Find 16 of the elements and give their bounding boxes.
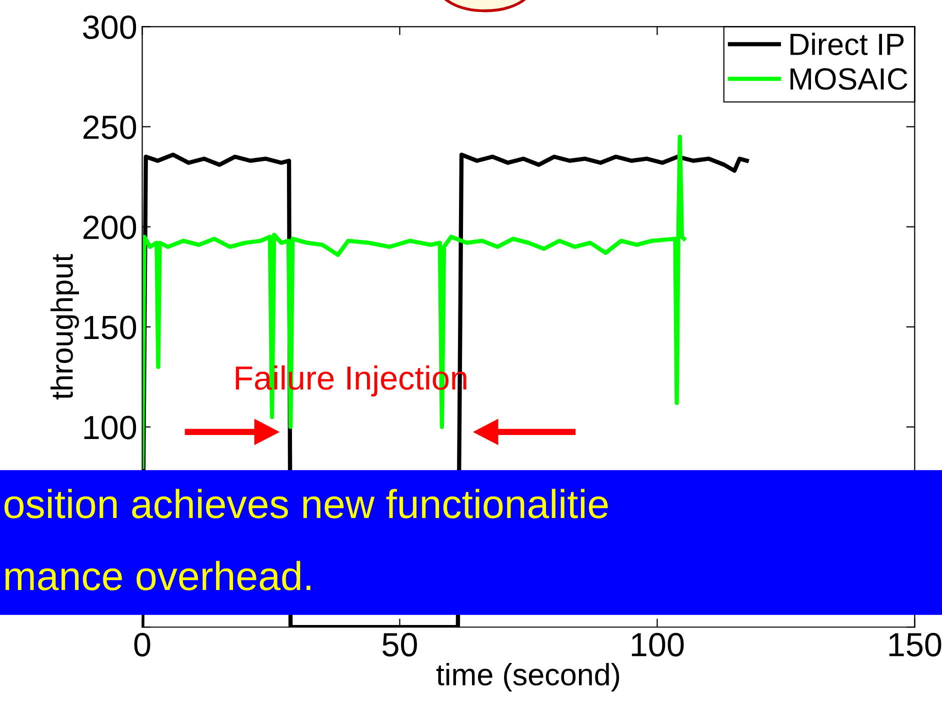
annotation: mance overhead. bbox=[6, 560, 310, 590]
legend-label: MOSAIC bbox=[790, 68, 908, 90]
x-axis-title: time (second) bbox=[436, 663, 620, 692]
x-tick-label: 100 bbox=[632, 632, 684, 656]
y-tick-label: 200 bbox=[83, 216, 136, 240]
y-tick-label: 100 bbox=[84, 416, 136, 440]
x-tick-label: 0 bbox=[134, 632, 150, 656]
legend-label: Direct IP bbox=[790, 32, 904, 56]
y-tick-label: 300 bbox=[83, 15, 136, 40]
annotation: osition achieves new functionalitie bbox=[4, 488, 608, 518]
x-tick-label: 150 bbox=[889, 632, 942, 656]
y-tick-label: 150 bbox=[84, 316, 136, 340]
y-tick-label: 250 bbox=[83, 116, 136, 140]
x-tick-label: 50 bbox=[382, 632, 417, 656]
line-series bbox=[142, 134, 686, 470]
y-axis-title: throughput bbox=[50, 254, 79, 400]
